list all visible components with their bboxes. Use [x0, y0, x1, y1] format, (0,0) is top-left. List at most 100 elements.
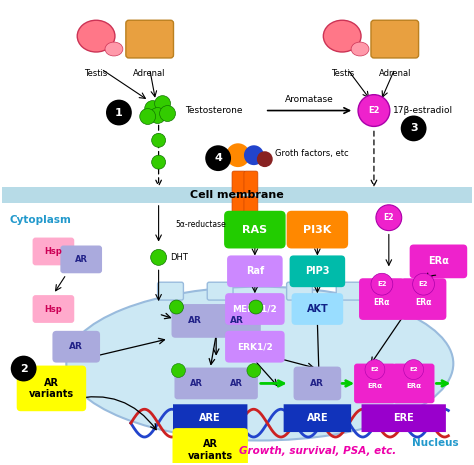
FancyBboxPatch shape	[173, 404, 247, 432]
Circle shape	[160, 106, 175, 121]
Text: AR
variants: AR variants	[188, 439, 233, 461]
Text: ARE: ARE	[200, 413, 221, 423]
Ellipse shape	[66, 287, 453, 440]
Text: Testis: Testis	[330, 69, 354, 78]
Text: 3: 3	[410, 123, 418, 133]
FancyBboxPatch shape	[53, 331, 100, 363]
Circle shape	[172, 364, 185, 378]
Circle shape	[106, 100, 132, 126]
Text: PIP3: PIP3	[305, 266, 329, 276]
FancyBboxPatch shape	[60, 246, 102, 273]
Ellipse shape	[351, 42, 369, 56]
Circle shape	[152, 133, 165, 147]
Text: 4: 4	[214, 153, 222, 163]
Text: AR: AR	[69, 342, 83, 351]
Ellipse shape	[323, 20, 361, 52]
FancyBboxPatch shape	[293, 366, 341, 400]
Circle shape	[205, 145, 231, 171]
Text: E2: E2	[371, 367, 379, 372]
Text: Cytoplasm: Cytoplasm	[10, 215, 72, 225]
Text: Nucleus: Nucleus	[411, 438, 458, 448]
FancyBboxPatch shape	[17, 365, 86, 411]
Text: 1: 1	[115, 107, 123, 118]
Text: PI3K: PI3K	[303, 225, 331, 235]
FancyBboxPatch shape	[359, 278, 405, 320]
Circle shape	[145, 100, 161, 117]
Text: AR: AR	[190, 379, 203, 388]
Text: AR
variants: AR variants	[29, 378, 74, 399]
Text: Aromatase: Aromatase	[285, 94, 334, 104]
Circle shape	[404, 359, 424, 379]
FancyBboxPatch shape	[244, 171, 258, 193]
Text: MERK1/2: MERK1/2	[232, 305, 277, 313]
Text: ERα: ERα	[374, 298, 390, 306]
Text: Raf: Raf	[246, 266, 264, 276]
FancyBboxPatch shape	[283, 404, 351, 432]
Text: AKT: AKT	[307, 304, 328, 314]
Text: AR: AR	[75, 255, 88, 264]
Circle shape	[140, 108, 155, 125]
FancyBboxPatch shape	[292, 293, 343, 325]
FancyBboxPatch shape	[287, 282, 312, 300]
Circle shape	[365, 359, 385, 379]
Text: Adrenal: Adrenal	[379, 69, 411, 78]
Text: Hsp: Hsp	[45, 247, 62, 256]
Circle shape	[11, 356, 36, 381]
FancyBboxPatch shape	[393, 364, 435, 403]
Circle shape	[376, 205, 402, 231]
FancyBboxPatch shape	[33, 295, 74, 323]
FancyBboxPatch shape	[227, 255, 283, 287]
FancyBboxPatch shape	[225, 331, 284, 363]
Circle shape	[151, 249, 166, 266]
FancyBboxPatch shape	[174, 367, 218, 399]
Circle shape	[150, 107, 165, 123]
Circle shape	[249, 300, 263, 314]
FancyBboxPatch shape	[207, 282, 233, 300]
Circle shape	[155, 96, 171, 112]
Text: Testis: Testis	[84, 69, 108, 78]
FancyBboxPatch shape	[225, 293, 284, 325]
Text: E2: E2	[383, 213, 394, 222]
FancyBboxPatch shape	[290, 255, 345, 287]
Circle shape	[226, 143, 250, 167]
FancyBboxPatch shape	[224, 211, 286, 248]
Circle shape	[371, 273, 393, 295]
Text: 5α-reductase: 5α-reductase	[175, 220, 226, 229]
Text: DHT: DHT	[171, 253, 188, 262]
FancyBboxPatch shape	[362, 404, 446, 432]
Text: AR: AR	[188, 316, 202, 326]
FancyBboxPatch shape	[214, 367, 258, 399]
Text: ARE: ARE	[307, 413, 328, 423]
FancyBboxPatch shape	[336, 282, 362, 300]
FancyBboxPatch shape	[371, 20, 419, 58]
Text: AR: AR	[229, 379, 243, 388]
FancyBboxPatch shape	[173, 428, 248, 465]
FancyBboxPatch shape	[386, 282, 411, 300]
Ellipse shape	[105, 42, 123, 56]
Text: Growth, survival, PSA, etc.: Growth, survival, PSA, etc.	[239, 446, 396, 456]
FancyBboxPatch shape	[410, 245, 467, 278]
Text: AR: AR	[310, 379, 324, 388]
Text: RAS: RAS	[242, 225, 267, 235]
FancyBboxPatch shape	[287, 211, 348, 248]
Ellipse shape	[77, 20, 115, 52]
FancyBboxPatch shape	[158, 282, 183, 300]
FancyBboxPatch shape	[172, 304, 219, 338]
Circle shape	[358, 95, 390, 126]
Circle shape	[170, 300, 183, 314]
Text: E2: E2	[368, 106, 380, 115]
Text: ERα: ERα	[406, 384, 421, 389]
Circle shape	[413, 273, 435, 295]
Text: 17β-estradiol: 17β-estradiol	[393, 106, 453, 115]
Circle shape	[257, 151, 273, 167]
FancyBboxPatch shape	[2, 187, 472, 203]
Circle shape	[401, 115, 427, 141]
Text: Cell membrane: Cell membrane	[190, 190, 284, 200]
FancyBboxPatch shape	[354, 364, 396, 403]
Circle shape	[247, 364, 261, 378]
Text: Groth factors, etc: Groth factors, etc	[275, 149, 348, 158]
Circle shape	[152, 155, 165, 169]
FancyBboxPatch shape	[33, 238, 74, 266]
Text: Testosterone: Testosterone	[185, 106, 243, 115]
FancyBboxPatch shape	[232, 171, 246, 193]
